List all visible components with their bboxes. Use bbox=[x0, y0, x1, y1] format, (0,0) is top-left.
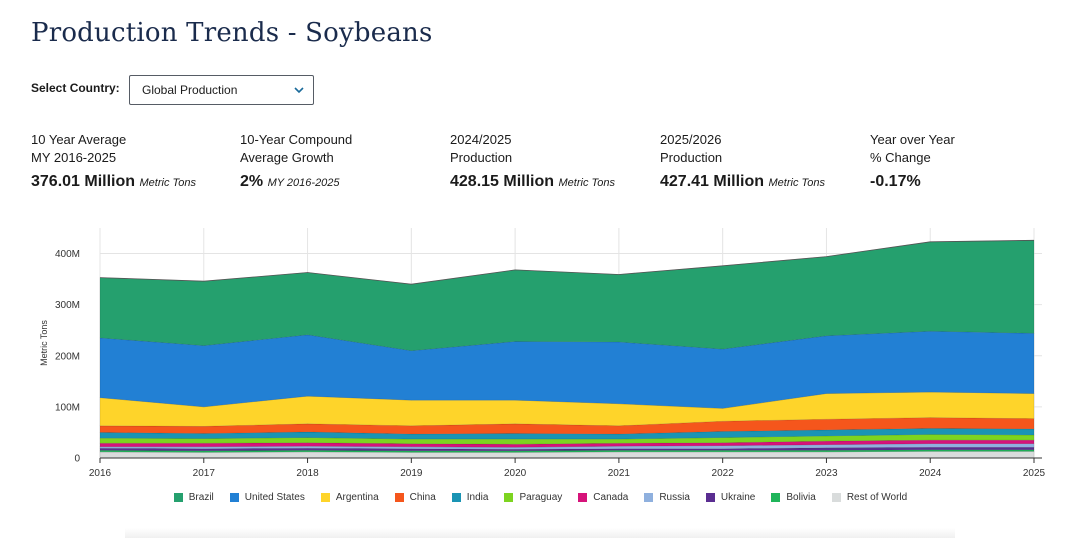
production-area-chart: 0 100M 200M 300M 400M 2016 2017 2018 2019 2020 202… bbox=[39, 228, 1046, 479]
y-tick-label: 400M bbox=[55, 249, 80, 260]
x-tick-label: 2016 bbox=[89, 468, 112, 479]
legend-label: Russia bbox=[659, 492, 690, 503]
x-tick-label: 2025 bbox=[1023, 468, 1046, 479]
stat-compound-growth: 10-Year Compound Average Growth 2% MY 20… bbox=[240, 131, 352, 191]
legend-swatch bbox=[451, 493, 461, 502]
legend-label: Bolivia bbox=[786, 492, 816, 503]
stat-ten-year-average: 10 Year Average MY 2016-2025 376.01 Mill… bbox=[31, 131, 196, 191]
legend-item-brazil[interactable]: Brazil bbox=[173, 492, 214, 503]
x-tick-label: 2021 bbox=[608, 468, 631, 479]
stat-label: Year over Year bbox=[870, 132, 955, 147]
legend-label: Paraguay bbox=[519, 492, 563, 503]
legend-swatch bbox=[504, 493, 514, 502]
legend-label: United States bbox=[244, 492, 305, 503]
page-title: Production Trends - Soybeans bbox=[31, 18, 433, 48]
stat-value: -0.17% bbox=[870, 173, 921, 190]
legend-swatch bbox=[394, 493, 404, 502]
legend-item-rest-of-world[interactable]: Rest of World bbox=[831, 492, 908, 503]
legend-swatch bbox=[771, 493, 781, 502]
stat-value: 376.01 Million bbox=[31, 173, 136, 190]
x-tick-label: 2017 bbox=[193, 468, 216, 479]
stat-label: 2025/2026 bbox=[660, 132, 722, 147]
y-tick-label: 0 bbox=[74, 454, 80, 465]
legend-item-ukraine[interactable]: Ukraine bbox=[705, 492, 756, 503]
legend-label: Canada bbox=[593, 492, 629, 503]
country-select-value: Global Production bbox=[142, 83, 238, 97]
stat-sublabel: MY 2016-2025 bbox=[31, 150, 117, 165]
stat-sublabel: Production bbox=[660, 150, 723, 165]
legend-swatch bbox=[644, 493, 654, 502]
x-tick-label: 2019 bbox=[400, 468, 423, 479]
legend-label: China bbox=[409, 492, 436, 503]
legend-label: Ukraine bbox=[720, 492, 756, 503]
stat-sublabel: % Change bbox=[870, 150, 931, 165]
stat-label: 10 Year Average bbox=[31, 132, 127, 147]
stat-value: 2% bbox=[240, 173, 264, 190]
country-select-label: Select Country: bbox=[31, 81, 120, 95]
legend-item-china[interactable]: China bbox=[394, 492, 436, 503]
chevron-down-icon bbox=[294, 87, 304, 94]
legend-item-india[interactable]: India bbox=[451, 492, 489, 503]
stat-unit: MY 2016-2025 bbox=[267, 177, 340, 189]
area-top-outline bbox=[99, 239, 1035, 285]
y-tick-label: 100M bbox=[55, 402, 80, 413]
stat-value: 427.41 Million bbox=[660, 173, 765, 190]
stat-sublabel: Average Growth bbox=[240, 150, 334, 165]
stat-unit: Metric Tons bbox=[768, 177, 825, 189]
legend-swatch bbox=[831, 493, 841, 502]
stat-value: 428.15 Million bbox=[450, 173, 555, 190]
legend-swatch bbox=[578, 493, 588, 502]
legend-item-united-states[interactable]: United States bbox=[229, 492, 305, 503]
x-tick-label: 2018 bbox=[296, 468, 319, 479]
x-tick-label: 2020 bbox=[504, 468, 527, 479]
x-tick-label: 2023 bbox=[815, 468, 838, 479]
legend-item-canada[interactable]: Canada bbox=[578, 492, 628, 503]
stat-2025-production: 2025/2026 Production 427.41 Million Metr… bbox=[660, 131, 825, 191]
stat-label: 10-Year Compound bbox=[240, 132, 353, 147]
y-tick-label: 200M bbox=[55, 351, 80, 362]
stat-label: 2024/2025 bbox=[450, 132, 512, 147]
legend-label: India bbox=[466, 492, 489, 503]
y-tick-label: 300M bbox=[55, 300, 80, 311]
x-tick-label: 2022 bbox=[712, 468, 735, 479]
chart-legend: Brazil United States Argentina China India Pa… bbox=[0, 492, 1081, 503]
legend-label: Rest of World bbox=[846, 492, 908, 503]
legend-label: Brazil bbox=[188, 492, 214, 503]
country-select[interactable]: Global Production bbox=[129, 75, 314, 105]
legend-swatch bbox=[173, 493, 183, 502]
area-united-states bbox=[99, 330, 1035, 409]
stat-unit: Metric Tons bbox=[558, 177, 615, 189]
card-shadow bbox=[125, 528, 955, 538]
legend-item-argentina[interactable]: Argentina bbox=[320, 492, 379, 503]
y-axis-title: Metric Tons bbox=[39, 320, 49, 366]
legend-swatch bbox=[705, 493, 715, 502]
legend-swatch bbox=[320, 493, 330, 502]
stat-unit: Metric Tons bbox=[139, 177, 196, 189]
stat-sublabel: Production bbox=[450, 150, 513, 165]
stat-yoy-change: Year over Year % Change -0.17% bbox=[870, 131, 955, 191]
legend-label: Argentina bbox=[335, 492, 379, 503]
x-tick-label: 2024 bbox=[919, 468, 942, 479]
stat-2024-production: 2024/2025 Production 428.15 Million Metr… bbox=[450, 131, 615, 191]
legend-item-russia[interactable]: Russia bbox=[644, 492, 690, 503]
legend-swatch bbox=[229, 493, 239, 502]
legend-item-bolivia[interactable]: Bolivia bbox=[771, 492, 816, 503]
legend-item-paraguay[interactable]: Paraguay bbox=[504, 492, 562, 503]
